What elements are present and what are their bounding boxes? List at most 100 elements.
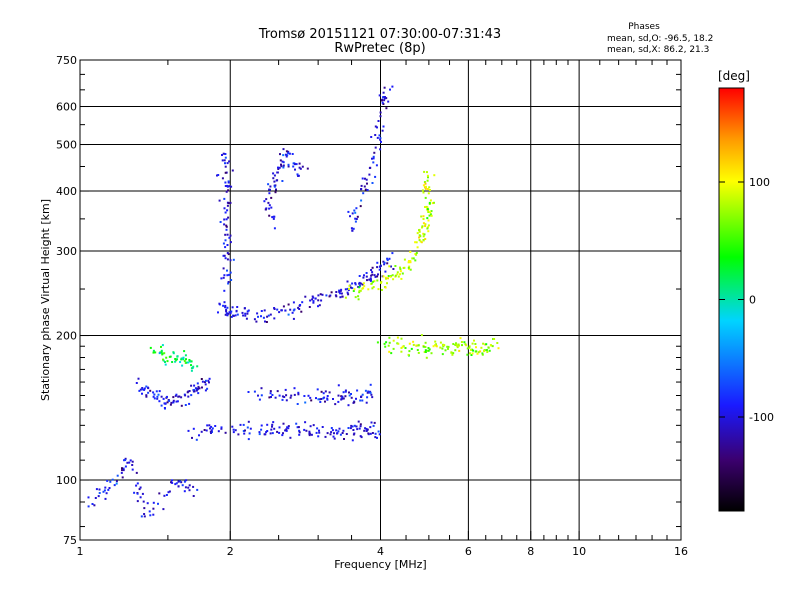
- data-point: [371, 432, 374, 434]
- data-point: [340, 395, 343, 398]
- data-point: [161, 344, 164, 347]
- data-point: [311, 298, 314, 301]
- data-point: [143, 515, 146, 518]
- data-point: [157, 393, 160, 396]
- data-point: [217, 430, 220, 433]
- data-point: [357, 295, 360, 298]
- data-point: [224, 162, 226, 165]
- data-point: [408, 260, 411, 263]
- phases-title: Phases: [628, 22, 660, 32]
- data-point: [369, 279, 372, 282]
- data-point: [408, 342, 411, 345]
- data-point: [152, 391, 155, 394]
- data-point: [193, 390, 196, 393]
- data-point: [391, 252, 394, 255]
- data-point: [283, 396, 286, 398]
- data-point: [227, 216, 230, 219]
- data-point: [376, 126, 378, 129]
- data-point: [458, 344, 460, 347]
- data-point: [375, 164, 378, 167]
- data-point: [360, 188, 362, 191]
- data-point: [346, 287, 349, 290]
- data-point: [358, 291, 361, 294]
- data-point: [271, 394, 274, 396]
- data-point: [378, 134, 381, 137]
- data-point: [276, 430, 279, 433]
- data-point: [282, 422, 285, 425]
- data-point: [268, 214, 271, 217]
- data-point: [220, 426, 223, 429]
- data-point: [426, 174, 429, 177]
- data-point: [322, 392, 325, 395]
- data-point: [369, 432, 372, 435]
- data-point: [188, 484, 191, 487]
- data-point: [350, 393, 352, 395]
- data-point: [379, 148, 382, 151]
- data-point: [157, 502, 159, 505]
- data-point: [319, 401, 322, 403]
- data-point: [278, 394, 281, 397]
- data-point: [169, 403, 172, 406]
- data-point: [224, 211, 227, 214]
- data-point: [176, 355, 179, 358]
- data-point: [421, 225, 424, 228]
- data-point: [211, 427, 214, 430]
- data-point: [333, 437, 336, 440]
- data-point: [383, 342, 386, 345]
- data-point: [336, 432, 339, 435]
- data-point: [145, 385, 148, 388]
- data-point: [222, 242, 225, 245]
- data-point: [200, 378, 203, 380]
- data-point: [291, 153, 294, 155]
- data-point: [143, 388, 146, 391]
- data-point: [229, 312, 232, 315]
- data-point: [232, 314, 235, 317]
- data-point: [387, 100, 390, 103]
- data-point: [87, 505, 90, 508]
- data-point: [351, 425, 354, 428]
- data-point: [122, 469, 125, 472]
- data-point: [321, 426, 324, 428]
- data-point: [363, 185, 366, 188]
- data-point: [415, 252, 418, 254]
- data-point: [429, 189, 431, 191]
- data-point: [399, 270, 402, 273]
- grid: [80, 60, 681, 540]
- data-point: [320, 390, 323, 393]
- data-point: [338, 427, 341, 430]
- data-point: [208, 424, 211, 427]
- data-point: [285, 155, 288, 158]
- y-tick-label: 300: [56, 245, 77, 258]
- data-point: [135, 382, 138, 384]
- data-point: [349, 286, 352, 289]
- data-point: [466, 353, 469, 356]
- data-point: [358, 275, 361, 277]
- data-point: [217, 174, 220, 176]
- data-point: [450, 351, 453, 354]
- data-point: [170, 481, 172, 484]
- data-point: [181, 364, 184, 367]
- phase-stats-x: mean, sd,X: 86.2, 21.3: [607, 45, 710, 55]
- data-point: [432, 345, 435, 348]
- data-point: [371, 287, 374, 290]
- data-point: [168, 490, 171, 493]
- data-point: [366, 182, 368, 185]
- data-point: [383, 261, 386, 264]
- x-tick-label: 8: [527, 545, 534, 558]
- data-point: [113, 484, 116, 487]
- data-point: [427, 188, 429, 190]
- data-point: [184, 404, 187, 406]
- data-point: [147, 386, 149, 389]
- data-point: [287, 152, 290, 155]
- data-point: [454, 349, 457, 352]
- data-point: [348, 394, 351, 397]
- data-point: [153, 393, 156, 396]
- data-point: [268, 396, 271, 399]
- data-point: [367, 390, 370, 393]
- data-point: [292, 301, 295, 304]
- x-tick-label: 1: [77, 545, 84, 558]
- data-point: [422, 222, 425, 225]
- data-point: [347, 210, 350, 213]
- data-point: [422, 232, 425, 235]
- data-point: [433, 201, 435, 204]
